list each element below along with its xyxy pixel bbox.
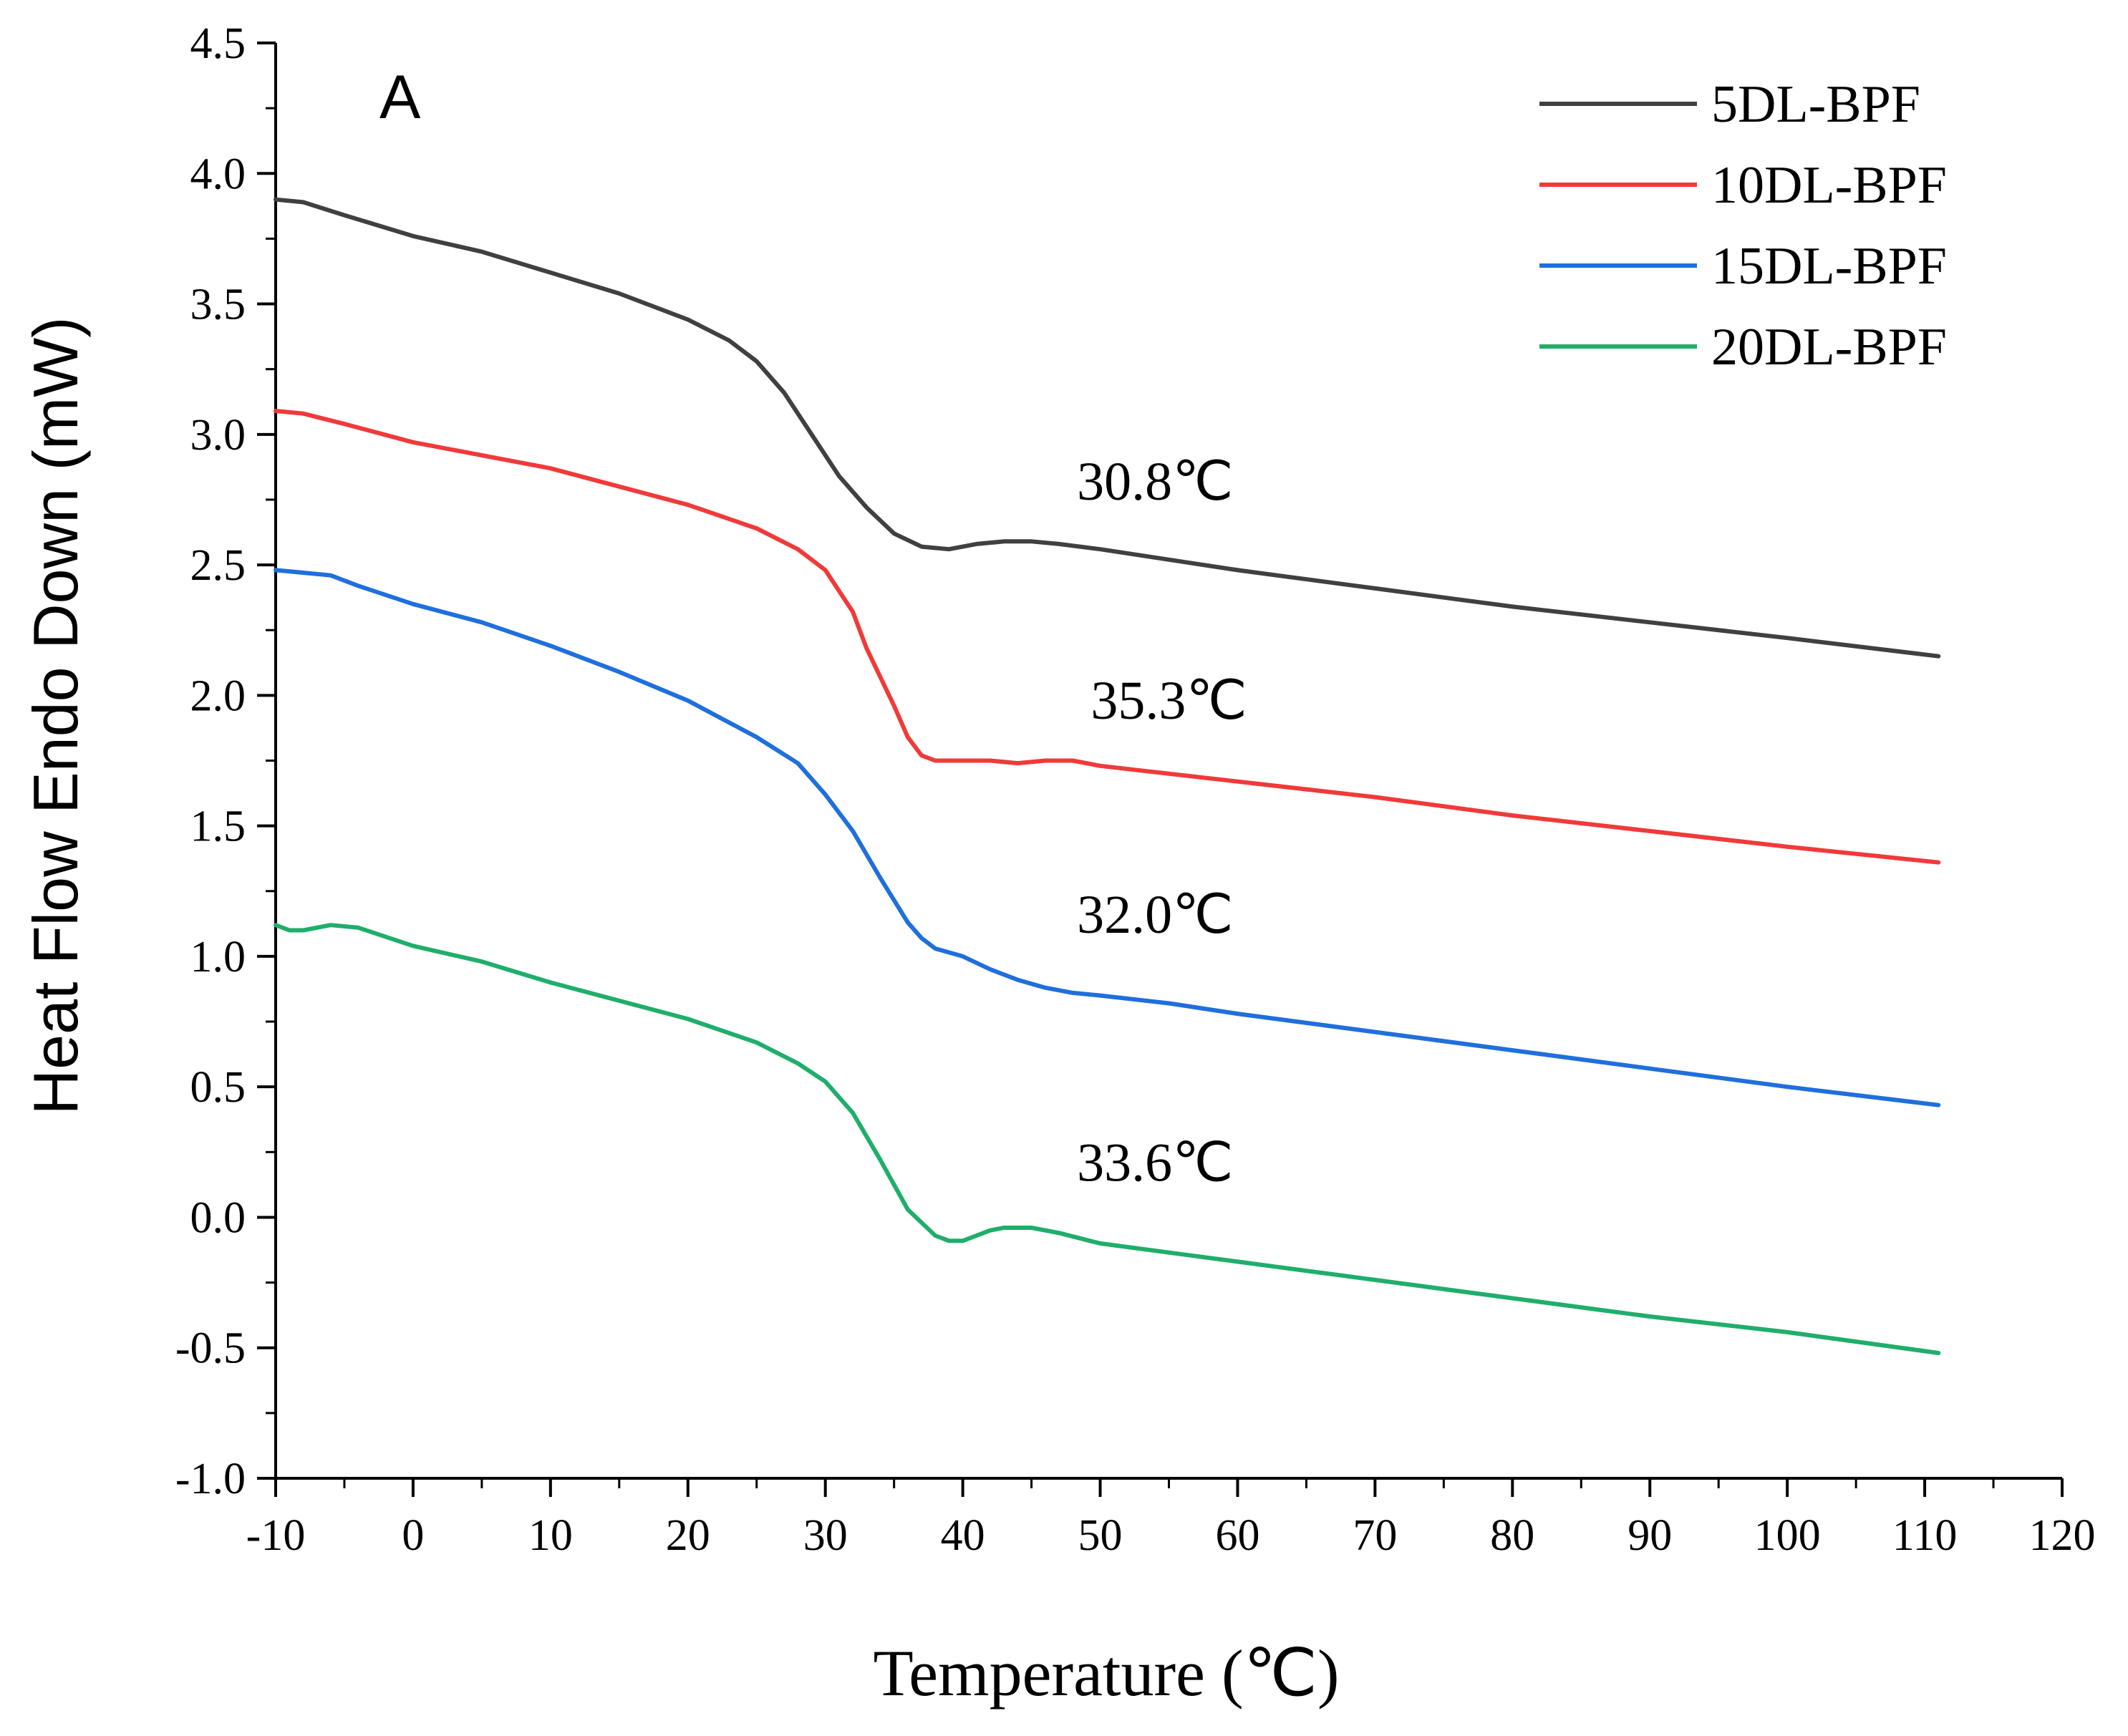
legend: 5DL-BPF 10DL-BPF 15DL-BPF 20DL-BPF xyxy=(1539,75,1947,377)
x-tick-label: 70 xyxy=(1353,1511,1397,1560)
legend-label: 20DL-BPF xyxy=(1711,318,1947,377)
y-tick-label: -0.5 xyxy=(175,1324,246,1373)
x-tick-label: 10 xyxy=(528,1511,573,1560)
y-axis-title: Heat Flow Endo Down (mW) xyxy=(20,317,91,1115)
series-line-5DL-BPF xyxy=(274,197,1941,659)
x-tick-label: 90 xyxy=(1628,1511,1672,1560)
series-lines xyxy=(274,197,1941,1355)
x-tick-label: 100 xyxy=(1754,1511,1821,1560)
ticks: -10 0 10 20 30 40 50 60 70 80 90 100 110 120 -1.0 -0.5 0… xyxy=(175,19,2096,1560)
x-tick-label: 0 xyxy=(402,1511,424,1560)
y-tick-label: 3.5 xyxy=(190,281,246,329)
x-tick-label: 50 xyxy=(1078,1511,1123,1560)
legend-label: 10DL-BPF xyxy=(1711,156,1947,215)
legend-label: 5DL-BPF xyxy=(1711,75,1920,134)
x-tick-label: -10 xyxy=(246,1511,306,1560)
x-tick-label: 120 xyxy=(2029,1511,2096,1560)
y-tick-label: 4.5 xyxy=(190,19,246,68)
x-tick-label: 20 xyxy=(666,1511,710,1560)
annotations: 30.8℃ 35.3℃ 32.0℃ 33.6℃ xyxy=(1077,452,1247,1193)
panel-label: A xyxy=(379,63,421,132)
tg-annotation: 30.8℃ xyxy=(1077,452,1233,512)
y-tick-label: 2.5 xyxy=(190,541,246,590)
series-line-10DL-BPF xyxy=(274,409,1941,865)
series-line-20DL-BPF xyxy=(274,923,1941,1355)
x-axis-title: Temperature (℃) xyxy=(873,1636,1339,1710)
y-tick-label: 2.0 xyxy=(190,671,246,720)
x-tick-label: 60 xyxy=(1215,1511,1259,1560)
legend-label: 15DL-BPF xyxy=(1711,237,1947,296)
x-tick-label: 110 xyxy=(1892,1511,1958,1560)
tg-annotation: 35.3℃ xyxy=(1090,671,1247,731)
series-line-15DL-BPF xyxy=(274,568,1941,1107)
x-tick-label: 30 xyxy=(803,1511,848,1560)
x-tick-label: 80 xyxy=(1490,1511,1534,1560)
y-tick-label: 0.5 xyxy=(190,1063,246,1112)
y-tick-label: 4.0 xyxy=(190,150,246,198)
tg-annotation: 32.0℃ xyxy=(1077,885,1233,945)
x-tick-label: 40 xyxy=(941,1511,985,1560)
y-tick-label: 1.0 xyxy=(190,933,246,981)
y-tick-label: -1.0 xyxy=(175,1455,246,1503)
y-tick-label: 0.0 xyxy=(190,1193,246,1242)
y-tick-label: 1.5 xyxy=(190,802,246,851)
tg-annotation: 33.6℃ xyxy=(1077,1133,1233,1193)
y-tick-label: 3.0 xyxy=(190,411,246,460)
